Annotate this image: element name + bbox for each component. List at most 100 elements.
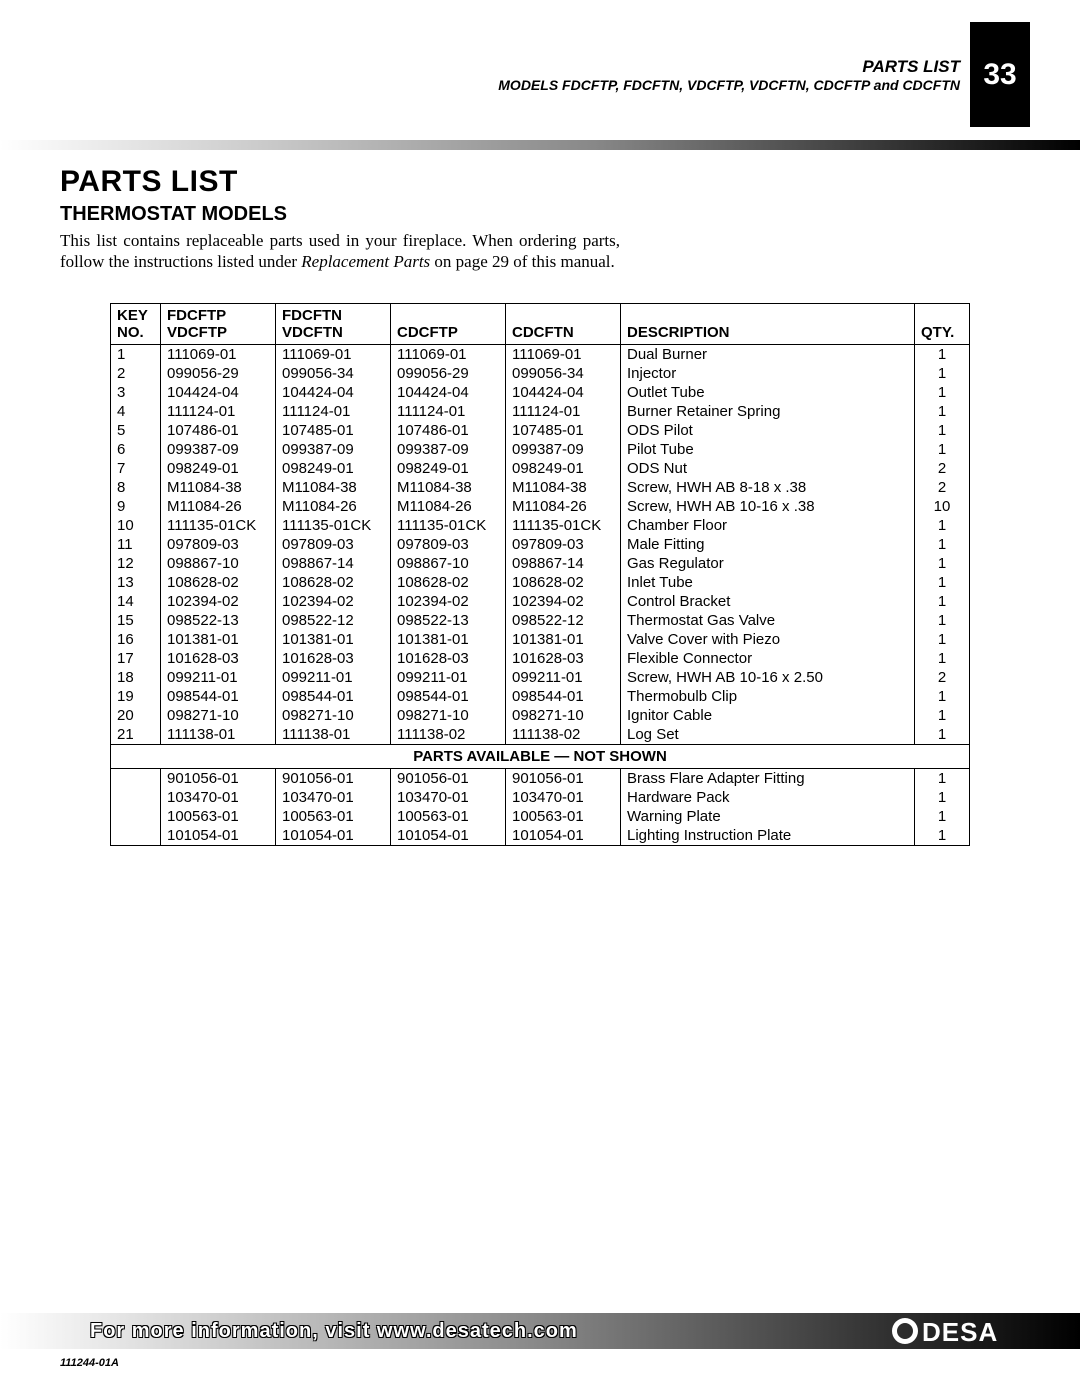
- table-cell: [111, 807, 161, 826]
- table-cell: 099211-01: [276, 668, 391, 687]
- th-qty: QTY.: [915, 303, 970, 345]
- header-row: KEYNO. FDCFTPVDCFTP FDCFTNVDCFTN CDCFTP …: [111, 303, 970, 345]
- table-cell: 111135-01CK: [391, 516, 506, 535]
- parts-table: KEYNO. FDCFTPVDCFTP FDCFTNVDCFTN CDCFTP …: [110, 303, 970, 847]
- table-cell: Ignitor Cable: [621, 706, 915, 725]
- table-cell: 111124-01: [276, 402, 391, 421]
- table-row: 4111124-01111124-01111124-01111124-01Bur…: [111, 402, 970, 421]
- table-cell: 901056-01: [506, 769, 621, 789]
- table-cell: 111069-01: [506, 345, 621, 365]
- table-cell: 101628-03: [391, 649, 506, 668]
- table-cell: 101381-01: [391, 630, 506, 649]
- table-cell: M11084-26: [391, 497, 506, 516]
- svg-text:DESA: DESA: [922, 1317, 998, 1346]
- table-row: 10111135-01CK111135-01CK111135-01CK11113…: [111, 516, 970, 535]
- table-cell: 108628-02: [391, 573, 506, 592]
- th-cdcftn-l2: CDCFTN: [512, 324, 574, 341]
- table-cell: 108628-02: [506, 573, 621, 592]
- table-cell: 1: [915, 383, 970, 402]
- table-cell: 2: [915, 478, 970, 497]
- th-qty-l2: QTY.: [921, 324, 954, 341]
- table-cell: 097809-03: [391, 535, 506, 554]
- table-cell: 098249-01: [506, 459, 621, 478]
- table-cell: 103470-01: [391, 788, 506, 807]
- table-cell: 107485-01: [276, 421, 391, 440]
- table-cell: 100563-01: [391, 807, 506, 826]
- parts-table-head: KEYNO. FDCFTPVDCFTP FDCFTNVDCFTN CDCFTP …: [111, 303, 970, 345]
- th-fdcftp: FDCFTPVDCFTP: [161, 303, 276, 345]
- table-cell: 098522-13: [391, 611, 506, 630]
- th-desc-l2: DESCRIPTION: [627, 324, 730, 341]
- table-cell: Hardware Pack: [621, 788, 915, 807]
- table-cell: 2: [111, 364, 161, 383]
- table-cell: 1: [915, 592, 970, 611]
- th-fdcftn: FDCFTNVDCFTN: [276, 303, 391, 345]
- table-cell: Screw, HWH AB 10-16 x .38: [621, 497, 915, 516]
- table-cell: 104424-04: [506, 383, 621, 402]
- table-cell: Screw, HWH AB 10-16 x 2.50: [621, 668, 915, 687]
- table-cell: M11084-26: [506, 497, 621, 516]
- th-key-l2: NO.: [117, 324, 144, 341]
- table-cell: 099056-29: [161, 364, 276, 383]
- table-row: 16101381-01101381-01101381-01101381-01Va…: [111, 630, 970, 649]
- intro-text-2: on page 29 of this manual.: [430, 252, 615, 271]
- th-fdcftp-l1: FDCFTP: [167, 307, 226, 324]
- table-cell: M11084-26: [276, 497, 391, 516]
- table-cell: 1: [915, 573, 970, 592]
- table-cell: 16: [111, 630, 161, 649]
- table-cell: 099056-34: [506, 364, 621, 383]
- table-cell: Thermobulb Clip: [621, 687, 915, 706]
- header-models-line: MODELS FDCFTP, FDCFTN, VDCFTP, VDCFTN, C…: [498, 77, 960, 93]
- table-cell: 098271-10: [161, 706, 276, 725]
- table-cell: 098522-12: [276, 611, 391, 630]
- table-cell: 15: [111, 611, 161, 630]
- table-cell: Male Fitting: [621, 535, 915, 554]
- table-cell: Burner Retainer Spring: [621, 402, 915, 421]
- table-cell: 098544-01: [161, 687, 276, 706]
- table-row: 7098249-01098249-01098249-01098249-01ODS…: [111, 459, 970, 478]
- table-cell: 19: [111, 687, 161, 706]
- main-content: PARTS LIST THERMOSTAT MODELS This list c…: [60, 165, 1020, 846]
- table-cell: 103470-01: [161, 788, 276, 807]
- table-cell: 099211-01: [506, 668, 621, 687]
- th-desc: DESCRIPTION: [621, 303, 915, 345]
- desa-logo-svg: DESA: [890, 1316, 1030, 1346]
- table-cell: 111069-01: [391, 345, 506, 365]
- table-cell: 1: [915, 725, 970, 745]
- table-cell: [111, 769, 161, 789]
- page-number: 33: [970, 22, 1030, 127]
- intro-paragraph: This list contains replaceable parts use…: [60, 230, 620, 273]
- table-cell: 111124-01: [506, 402, 621, 421]
- table-cell: 102394-02: [161, 592, 276, 611]
- table-row: 901056-01901056-01901056-01901056-01Bras…: [111, 769, 970, 789]
- table-cell: 098867-14: [506, 554, 621, 573]
- table-cell: 100563-01: [506, 807, 621, 826]
- footer-text: For more information, visit www.desatech…: [90, 1320, 578, 1343]
- table-cell: 098271-10: [506, 706, 621, 725]
- th-key: KEYNO.: [111, 303, 161, 345]
- table-cell: 17: [111, 649, 161, 668]
- table-row: 21111138-01111138-01111138-02111138-02Lo…: [111, 725, 970, 745]
- table-cell: 108628-02: [161, 573, 276, 592]
- table-cell: M11084-38: [391, 478, 506, 497]
- table-cell: 104424-04: [161, 383, 276, 402]
- page: PARTS LIST MODELS FDCFTP, FDCFTN, VDCFTP…: [0, 0, 1080, 1397]
- table-row: 12098867-10098867-14098867-10098867-14Ga…: [111, 554, 970, 573]
- table-cell: 111138-02: [391, 725, 506, 745]
- table-row: 6099387-09099387-09099387-09099387-09Pil…: [111, 440, 970, 459]
- table-cell: 1: [915, 554, 970, 573]
- table-cell: 101628-03: [506, 649, 621, 668]
- footer-bar: For more information, visit www.desatech…: [0, 1313, 1080, 1349]
- intro-italic: Replacement Parts: [301, 252, 430, 271]
- table-cell: M11084-38: [506, 478, 621, 497]
- table-cell: 103470-01: [276, 788, 391, 807]
- table-cell: 1: [915, 535, 970, 554]
- table-cell: M11084-38: [161, 478, 276, 497]
- th-key-l1: KEY: [117, 307, 148, 324]
- header-gradient-bar: [0, 140, 1080, 150]
- table-cell: ODS Pilot: [621, 421, 915, 440]
- table-cell: 10: [111, 516, 161, 535]
- table-row: 13108628-02108628-02108628-02108628-02In…: [111, 573, 970, 592]
- table-cell: 1: [915, 807, 970, 826]
- th-cdcftp-l2: CDCFTP: [397, 324, 458, 341]
